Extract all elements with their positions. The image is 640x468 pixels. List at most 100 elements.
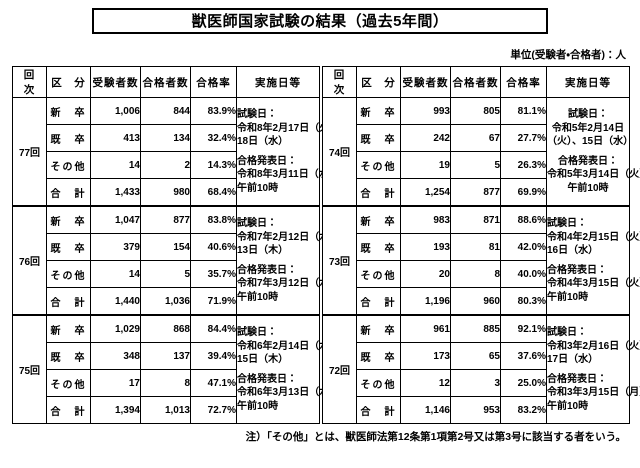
- cell-passers: 877: [450, 178, 501, 207]
- cell-applicants: 193: [400, 233, 451, 261]
- exam-date-line: 令和5年2月14日: [551, 122, 625, 134]
- exam-date-line: 令和7年2月12日（水）、: [237, 231, 345, 243]
- category-label: その他: [356, 260, 401, 288]
- exam-date-line: 令和3年2月16日（火）、: [547, 340, 640, 352]
- cell-passers: 134: [140, 124, 191, 152]
- table-row: 合 計 1,196 960 80.3%: [323, 287, 630, 316]
- cell-passers: 877: [140, 205, 191, 234]
- table-row: 合 計 1,146 953 83.2%: [323, 396, 630, 424]
- result-date-line: 午前10時: [547, 291, 589, 303]
- cell-pass-rate: 68.4%: [190, 178, 237, 207]
- cell-passers: 3: [450, 369, 501, 397]
- result-date-line: 合格発表日：: [558, 155, 618, 167]
- category-label: 既 卒: [356, 124, 401, 152]
- category-label: 新 卒: [46, 97, 91, 125]
- cell-pass-rate: 26.3%: [500, 151, 547, 179]
- col-header-pass-rate: 合格率: [190, 66, 237, 98]
- schedule-cell: 試験日： 令和3年2月16日（火）、 17日（水） 合格発表日： 令和3年3月15日（月…: [546, 314, 640, 424]
- cell-pass-rate: 42.0%: [500, 233, 547, 261]
- category-label: 合 計: [46, 287, 91, 316]
- result-date-line: 令和8年3月11日（水）: [237, 169, 339, 180]
- cell-pass-rate: 40.6%: [190, 233, 237, 261]
- col-header-applicants: 受験者数: [90, 66, 141, 98]
- session-label: 77回: [12, 97, 47, 207]
- col-header-category: 区 分: [356, 66, 401, 98]
- category-label: 合 計: [46, 178, 91, 207]
- cell-applicants: 1,394: [90, 396, 141, 424]
- session-label: 74回: [322, 97, 357, 207]
- session-label: 76回: [12, 205, 47, 316]
- category-label: 新 卒: [46, 205, 91, 234]
- cell-applicants: 348: [90, 342, 141, 370]
- cell-passers: 67: [450, 124, 501, 152]
- category-label: その他: [46, 369, 91, 397]
- category-label: その他: [46, 260, 91, 288]
- exam-date-line: （火）、15日（水）: [547, 136, 634, 147]
- col-header-session: 回 次: [12, 66, 47, 98]
- cell-applicants: 1,254: [400, 178, 451, 207]
- table-header-left: 回 次 区 分 受験者数 合格者数 合格率 実施日等: [12, 66, 320, 98]
- cell-applicants: 1,006: [90, 97, 141, 125]
- category-label: 既 卒: [46, 233, 91, 261]
- cell-applicants: 242: [400, 124, 451, 152]
- table-header-right: 回 次 区 分 受験者数 合格者数 合格率 実施日等: [322, 66, 630, 98]
- exam-date-line: 16日（水）: [547, 245, 599, 256]
- table-row: 合 計 1,440 1,036 71.9%: [13, 287, 320, 316]
- cell-applicants: 1,146: [400, 396, 451, 424]
- cell-pass-rate: 14.3%: [190, 151, 237, 179]
- unit-note: 単位(受験者・合格者)：人: [510, 49, 626, 61]
- category-label: その他: [356, 151, 401, 179]
- category-label: 既 卒: [46, 124, 91, 152]
- exam-date-line: 令和6年2月14日（水）、: [237, 340, 345, 352]
- table-row: 合 計 1,254 877 69.9%: [323, 178, 630, 207]
- exam-date-line: 17日（水）: [547, 354, 599, 365]
- cell-passers: 868: [140, 314, 191, 343]
- result-date-line: 合格発表日：: [237, 373, 297, 385]
- category-label: 合 計: [46, 396, 91, 424]
- table-row: 76回新 卒 1,047 877 83.8% 試験日： 令和7年2月12日（水）、 13日（…: [12, 205, 344, 316]
- cell-pass-rate: 88.6%: [500, 205, 547, 234]
- table-row: 既 卒 193 81 42.0%: [323, 233, 630, 261]
- table-row: その他 19 5 26.3%: [323, 151, 630, 179]
- table-row: 既 卒 348 137 39.4%: [13, 342, 320, 370]
- cell-passers: 871: [450, 205, 501, 234]
- cell-passers: 8: [140, 369, 191, 397]
- result-date-line: 午前10時: [547, 400, 589, 412]
- exam-date-line: 13日（木）: [237, 245, 289, 256]
- cell-applicants: 12: [400, 369, 451, 397]
- cell-applicants: 961: [400, 314, 451, 343]
- exam-results-table-right: 回 次 区 分 受験者数 合格者数 合格率 実施日等 74回新 卒 993 805 8…: [322, 66, 640, 424]
- category-label: 既 卒: [356, 342, 401, 370]
- cell-passers: 885: [450, 314, 501, 343]
- result-date-line: 午前10時: [237, 182, 279, 194]
- cell-applicants: 993: [400, 97, 451, 125]
- cell-pass-rate: 25.0%: [500, 369, 547, 397]
- result-date-line: 令和7年3月12日（水）: [237, 278, 340, 289]
- exam-date-line: 15日（木）: [237, 354, 289, 365]
- cell-applicants: 379: [90, 233, 141, 261]
- cell-passers: 844: [140, 97, 191, 125]
- cell-applicants: 19: [400, 151, 451, 179]
- category-label: 既 卒: [356, 233, 401, 261]
- table-row: 74回新 卒 993 805 81.1% 試験日： 令和5年2月14日 （火）、15日（水）…: [322, 97, 640, 207]
- col-header-dates: 実施日等: [236, 66, 320, 98]
- result-date-line: 合格発表日：: [237, 264, 297, 276]
- table-row: その他 14 2 14.3%: [13, 151, 320, 179]
- result-date-line: 令和3年3月15日（月）: [547, 387, 640, 398]
- cell-passers: 960: [450, 287, 501, 316]
- session-block: 75回新 卒 1,029 868 84.4% 試験日： 令和6年2月14日（水）、 15日（…: [12, 314, 345, 424]
- category-label: 新 卒: [356, 314, 401, 343]
- cell-applicants: 14: [90, 151, 141, 179]
- session-label: 72回: [322, 314, 357, 424]
- cell-passers: 805: [450, 97, 501, 125]
- cell-passers: 154: [140, 233, 191, 261]
- table-row: 既 卒 379 154 40.6%: [13, 233, 320, 261]
- cell-pass-rate: 80.3%: [500, 287, 547, 316]
- schedule-cell: 試験日： 令和4年2月15日（火）、 16日（水） 合格発表日： 令和4年3月15日（火…: [546, 205, 640, 316]
- result-date-line: 合格発表日：: [547, 264, 607, 276]
- session-block: 74回新 卒 993 805 81.1% 試験日： 令和5年2月14日 （火）、15日（水）…: [322, 97, 640, 207]
- header-row: 回 次 区 分 受験者数 合格者数 合格率 実施日等: [322, 66, 630, 98]
- category-label: 合 計: [356, 287, 401, 316]
- col-header-applicants: 受験者数: [400, 66, 451, 98]
- cell-passers: 953: [450, 396, 501, 424]
